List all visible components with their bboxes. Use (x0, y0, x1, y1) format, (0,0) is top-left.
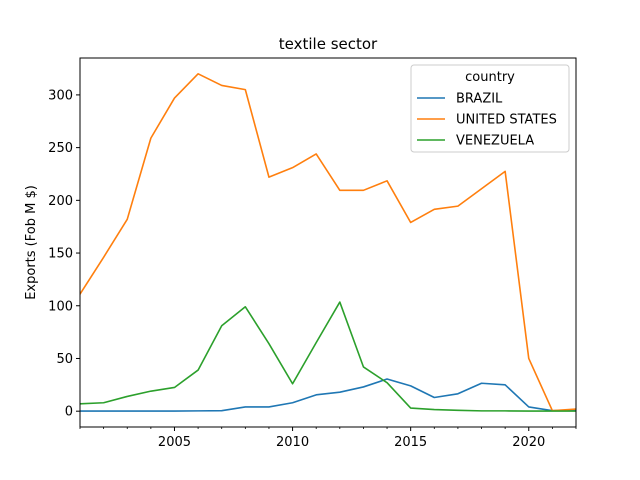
y-tick-label: 150 (48, 247, 73, 262)
legend-title: country (465, 70, 515, 85)
y-axis: 0 50 100 150 200 250 300 (48, 88, 80, 420)
legend-label-united-states: UNITED STATES (456, 113, 557, 128)
legend: country BRAZIL UNITED STATES VENEZUELA (410, 64, 570, 153)
x-tick-label: 2005 (158, 435, 191, 450)
legend-label-brazil: BRAZIL (456, 92, 503, 107)
y-tick-label: 0 (65, 405, 73, 420)
series-line-united-states (80, 73, 576, 412)
series-line-brazil (80, 378, 576, 412)
y-axis-label: Exports (Fob M $) (24, 185, 39, 300)
chart-title: textile sector (279, 35, 378, 53)
series-line-venezuela (80, 301, 576, 412)
x-tick-label: 2010 (276, 435, 309, 450)
plot-area-frame (79, 57, 577, 428)
y-tick-label: 300 (48, 88, 73, 103)
y-tick-label: 100 (48, 299, 73, 314)
x-axis: 2005 2010 2015 2020 (79, 427, 577, 450)
x-tick-label: 2020 (512, 435, 545, 450)
legend-box (410, 64, 570, 153)
legend-label-venezuela: VENEZUELA (456, 134, 534, 149)
y-tick-label: 250 (48, 141, 73, 156)
y-tick-label: 200 (48, 194, 73, 209)
x-tick-label: 2015 (394, 435, 427, 450)
series-layer (80, 73, 576, 412)
y-tick-label: 50 (56, 352, 73, 367)
